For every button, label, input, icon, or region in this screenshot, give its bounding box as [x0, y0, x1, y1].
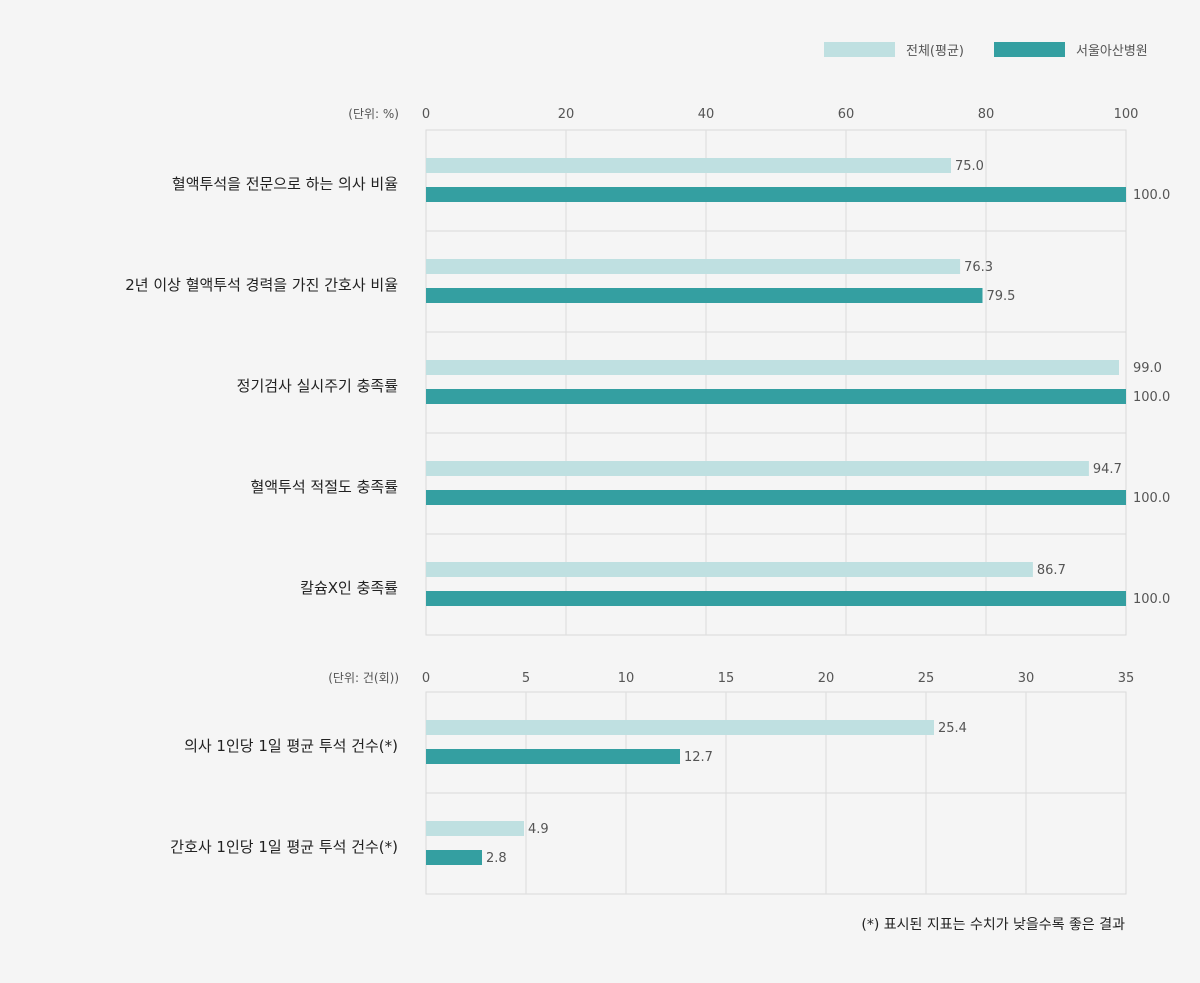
data-label: 94.7	[1093, 462, 1122, 477]
data-label: 12.7	[684, 750, 713, 765]
category-label: 혈액투석 적절도 충족률	[250, 478, 398, 496]
tick-label: 10	[618, 671, 635, 686]
legend-label-hospital: 서울아산병원	[1075, 44, 1148, 59]
tick-label: 80	[978, 107, 995, 122]
bar	[426, 288, 983, 303]
tick-label: 40	[698, 107, 715, 122]
bar	[426, 562, 1033, 577]
unit-label: (단위: %)	[348, 107, 399, 121]
data-label: 75.0	[955, 159, 984, 174]
category-label: 정기검사 실시주기 충족률	[237, 377, 399, 395]
category-label: 혈액투석을 전문으로 하는 의사 비율	[172, 175, 398, 193]
data-label: 100.0	[1133, 390, 1170, 405]
bar	[426, 821, 524, 836]
bar	[426, 720, 934, 735]
bar	[426, 389, 1126, 404]
data-label: 25.4	[938, 721, 967, 736]
tick-label: 35	[1118, 671, 1135, 686]
tick-label: 5	[522, 671, 530, 686]
category-label: 의사 1인당 1일 평균 투석 건수(*)	[184, 737, 398, 755]
legend-item-average: 전체(평균)	[824, 40, 964, 59]
data-label: 86.7	[1037, 563, 1066, 578]
bar	[426, 850, 482, 865]
data-label: 2.8	[486, 851, 507, 866]
bar	[426, 591, 1126, 606]
legend-label-average: 전체(평균)	[906, 44, 964, 59]
bar	[426, 187, 1126, 202]
tick-label: 0	[422, 671, 430, 686]
data-label: 100.0	[1133, 491, 1170, 506]
data-label: 100.0	[1133, 188, 1170, 203]
data-label: 99.0	[1133, 361, 1162, 376]
legend-item-hospital: 서울아산병원	[993, 40, 1148, 59]
category-label: 칼슘X인 충족률	[300, 579, 398, 597]
tick-label: 100	[1114, 107, 1139, 122]
data-label: 79.5	[987, 289, 1016, 304]
unit-label: (단위: 건(회))	[328, 671, 399, 685]
tick-label: 20	[558, 107, 575, 122]
bar	[426, 461, 1089, 476]
category-label: 2년 이상 혈액투석 경력을 가진 간호사 비율	[125, 276, 398, 294]
data-label: 100.0	[1133, 592, 1170, 607]
data-label: 76.3	[964, 260, 993, 275]
tick-label: 60	[838, 107, 855, 122]
tick-label: 20	[818, 671, 835, 686]
legend-swatch-hospital	[993, 42, 1065, 57]
category-label: 간호사 1인당 1일 평균 투석 건수(*)	[170, 838, 398, 856]
legend: 전체(평균) 서울아산병원	[824, 40, 1178, 59]
bar	[426, 158, 951, 173]
data-label: 4.9	[528, 822, 549, 837]
bar	[426, 749, 680, 764]
footnote: (*) 표시된 지표는 수치가 낮을수록 좋은 결과	[861, 917, 1125, 933]
tick-label: 25	[918, 671, 935, 686]
tick-label: 15	[718, 671, 735, 686]
tick-label: 30	[1018, 671, 1035, 686]
bar	[426, 360, 1119, 375]
bar	[426, 490, 1126, 505]
plot-frame	[425, 129, 1127, 636]
bar	[426, 259, 961, 274]
legend-swatch-average	[824, 42, 895, 57]
tick-label: 0	[422, 107, 430, 122]
